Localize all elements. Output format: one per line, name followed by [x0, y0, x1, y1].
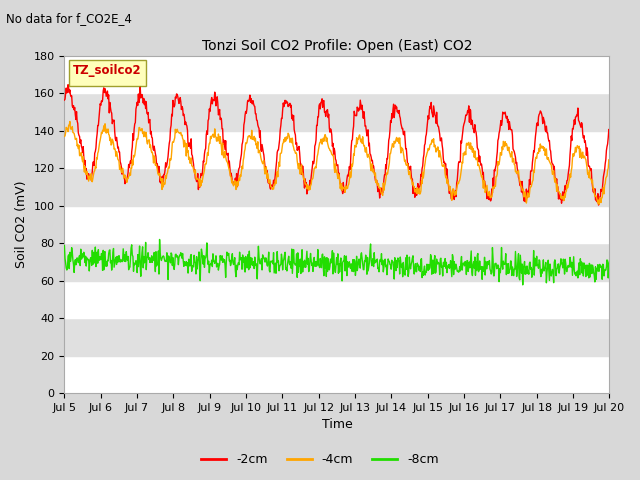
Bar	[65, 56, 609, 93]
Title: Tonzi Soil CO2 Profile: Open (East) CO2: Tonzi Soil CO2 Profile: Open (East) CO2	[202, 39, 472, 53]
Bar	[65, 93, 609, 131]
Bar	[65, 168, 609, 205]
Bar	[65, 281, 609, 318]
Bar	[65, 243, 609, 281]
Legend: 	[69, 60, 146, 86]
Bar	[65, 131, 609, 168]
Y-axis label: Soil CO2 (mV): Soil CO2 (mV)	[15, 180, 28, 268]
Bar	[65, 205, 609, 243]
Legend: -2cm, -4cm, -8cm: -2cm, -4cm, -8cm	[196, 448, 444, 471]
Bar	[65, 318, 609, 356]
Bar	[65, 356, 609, 393]
X-axis label: Time: Time	[321, 419, 352, 432]
Text: No data for f_CO2E_4: No data for f_CO2E_4	[6, 12, 132, 25]
